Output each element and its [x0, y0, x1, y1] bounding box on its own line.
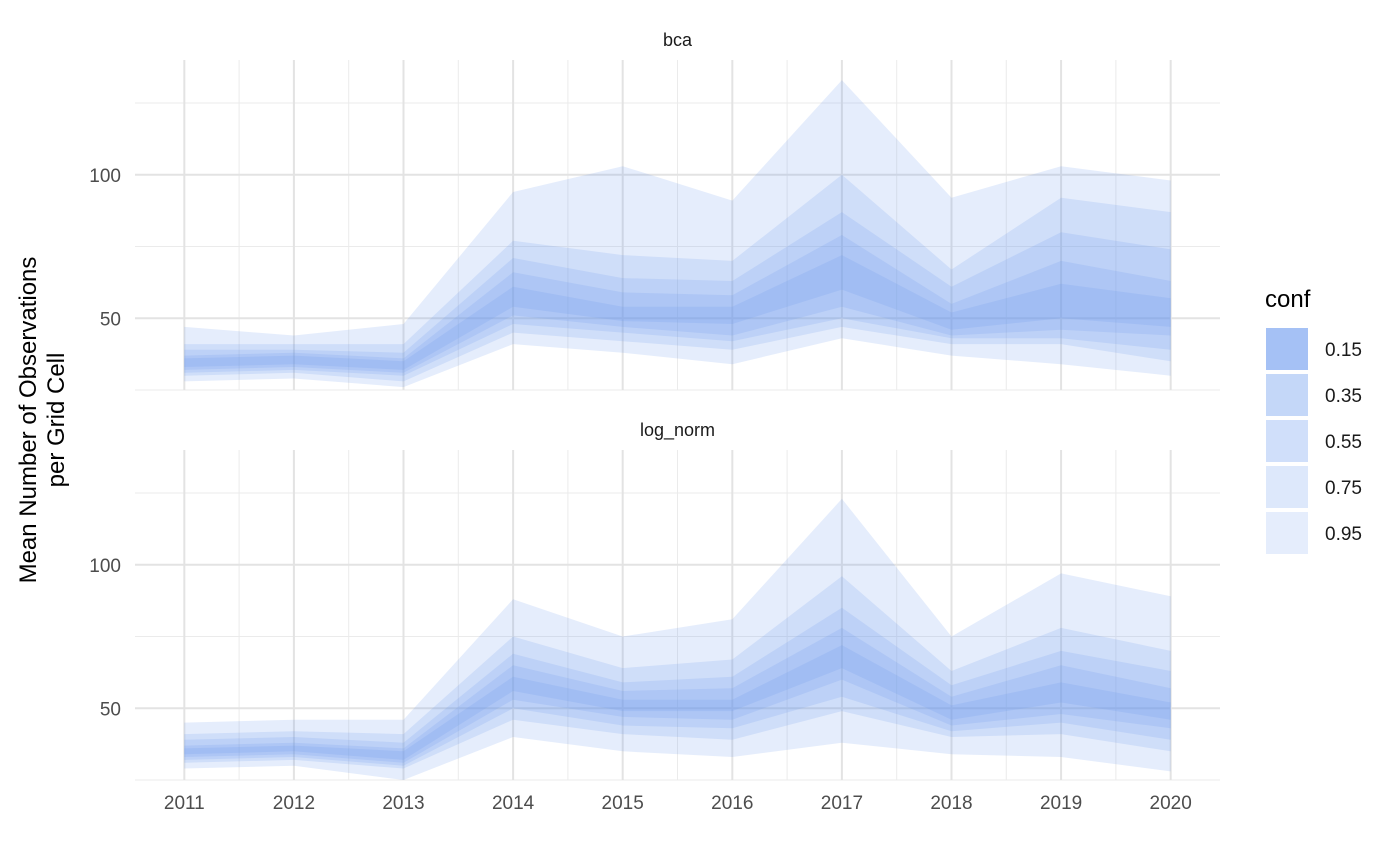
facet-panels: bca 50 100 log_norm 50 100 — [89, 30, 1220, 781]
x-tick-label: 2018 — [930, 793, 972, 814]
x-tick-label: 2020 — [1150, 793, 1192, 814]
ribbon-band-conf-0.35 — [184, 627, 1171, 763]
facet-strip-label: log_norm — [640, 420, 715, 441]
panel-bca: bca 50 100 — [89, 30, 1220, 391]
legend-label: 0.55 — [1325, 432, 1362, 453]
legend-label: 0.95 — [1325, 524, 1362, 545]
legend: conf 0.15 0.35 0.55 0.75 0.95 — [1265, 286, 1362, 554]
x-tick-label: 2013 — [382, 793, 424, 814]
y-tick-label: 50 — [100, 309, 121, 330]
y-tick-label: 100 — [89, 166, 121, 187]
y-axis-title-line-1: Mean Number of Observations — [15, 257, 42, 584]
legend-label: 0.15 — [1325, 340, 1362, 361]
y-tick-label: 50 — [100, 699, 121, 720]
x-tick-label: 2014 — [492, 793, 535, 814]
ribbon-band-conf-0.75 — [184, 576, 1171, 769]
legend-key-0.15 — [1266, 328, 1308, 370]
ribbon-band-conf-0.15 — [184, 255, 1171, 370]
y-tick-label: 100 — [89, 556, 121, 577]
x-tick-label: 2017 — [821, 793, 863, 814]
x-tick-label: 2012 — [273, 793, 315, 814]
legend-title: conf — [1265, 286, 1311, 313]
x-tick-label: 2015 — [602, 793, 644, 814]
y-axis-title-line-2: per Grid Cell — [43, 353, 70, 488]
panel-log_norm: log_norm 50 100 — [89, 420, 1220, 781]
legend-key-0.55 — [1266, 420, 1308, 462]
ribbon-band-conf-0.55 — [184, 607, 1171, 766]
legend-key-0.75 — [1266, 466, 1308, 508]
x-axis: 2011 2012 2013 2014 2015 2016 2017 2018 2019 2020 — [164, 793, 1192, 814]
x-tick-label: 2019 — [1040, 793, 1082, 814]
ribbon-band-conf-0.15 — [184, 645, 1171, 760]
x-tick-label: 2011 — [164, 793, 205, 814]
facet-strip-label: bca — [663, 30, 693, 50]
ribbon-band-conf-0.75 — [184, 174, 1171, 382]
legend-label: 0.75 — [1325, 478, 1362, 499]
legend-label: 0.35 — [1325, 386, 1362, 407]
legend-key-0.35 — [1266, 374, 1308, 416]
ribbon-band-conf-0.95 — [184, 80, 1171, 388]
x-tick-label: 2016 — [711, 793, 753, 814]
ribbon-band-conf-0.35 — [184, 235, 1171, 373]
ribbon-band-conf-0.55 — [184, 212, 1171, 376]
legend-key-0.95 — [1266, 512, 1308, 554]
ribbon-band-conf-0.95 — [184, 498, 1171, 780]
